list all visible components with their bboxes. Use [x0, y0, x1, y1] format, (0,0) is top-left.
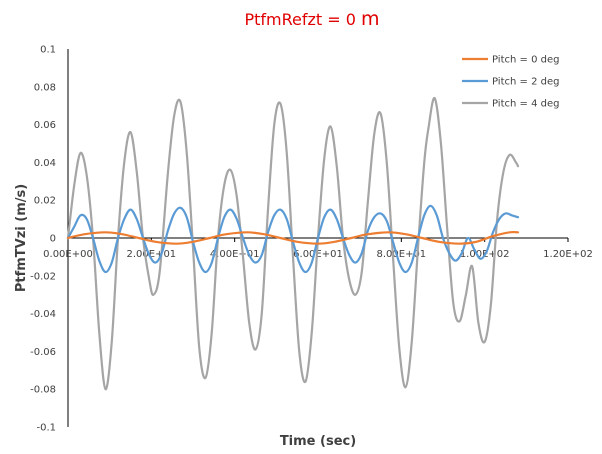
legend-label: Pitch = 4 deg — [492, 99, 559, 110]
x-axis-title: Time (sec) — [280, 434, 356, 449]
x-tick-label: 0.00E+00 — [43, 249, 93, 260]
x-tick-label: 6.00E+01 — [293, 249, 343, 260]
legend: Pitch = 0 deg Pitch = 2 deg Pitch = 4 deg — [462, 55, 559, 110]
y-tick-label: -0.02 — [30, 271, 56, 282]
x-tick-label: 8.00E+01 — [376, 249, 426, 260]
chart-title-eq: = 0 — [322, 10, 361, 29]
y-tick-label: 0.1 — [40, 45, 56, 56]
series-line-3 — [66, 97, 520, 391]
chart-title-unit: m — [361, 8, 380, 30]
series-lines — [66, 97, 520, 391]
y-tick-label: 0.04 — [34, 158, 56, 169]
y-tick-labels: 0.1 0.08 0.06 0.04 0.02 0 -0.02 -0.04 -0.06 -0.08… — [30, 45, 56, 434]
chart-title-main: PtfmRefzt — [244, 10, 322, 29]
legend-label: Pitch = 2 deg — [492, 77, 559, 88]
legend-label: Pitch = 0 deg — [492, 55, 559, 66]
x-tick-label: 1.20E+02 — [543, 249, 593, 260]
y-tick-label: -0.1 — [36, 423, 56, 434]
series-line-1 — [66, 230, 520, 245]
y-tick-label: -0.04 — [30, 309, 56, 320]
y-axis-title: PtfmTVzi (m/s) — [14, 184, 29, 292]
x-tick-label: 4.00E+01 — [210, 249, 260, 260]
y-tick-label: 0.08 — [34, 82, 56, 93]
x-tick-label: 2.00E+01 — [126, 249, 176, 260]
y-tick-label: 0.06 — [34, 120, 56, 131]
y-tick-label: -0.08 — [30, 385, 56, 396]
y-tick-label: -0.06 — [30, 347, 56, 358]
plot-area: 0.1 0.08 0.06 0.04 0.02 0 -0.02 -0.04 -0.06 -0.08… — [30, 45, 593, 434]
y-tick-label: 0.02 — [34, 196, 56, 207]
chart-title: PtfmRefzt = 0 m — [244, 8, 379, 30]
y-tick-label: 0 — [50, 234, 56, 245]
